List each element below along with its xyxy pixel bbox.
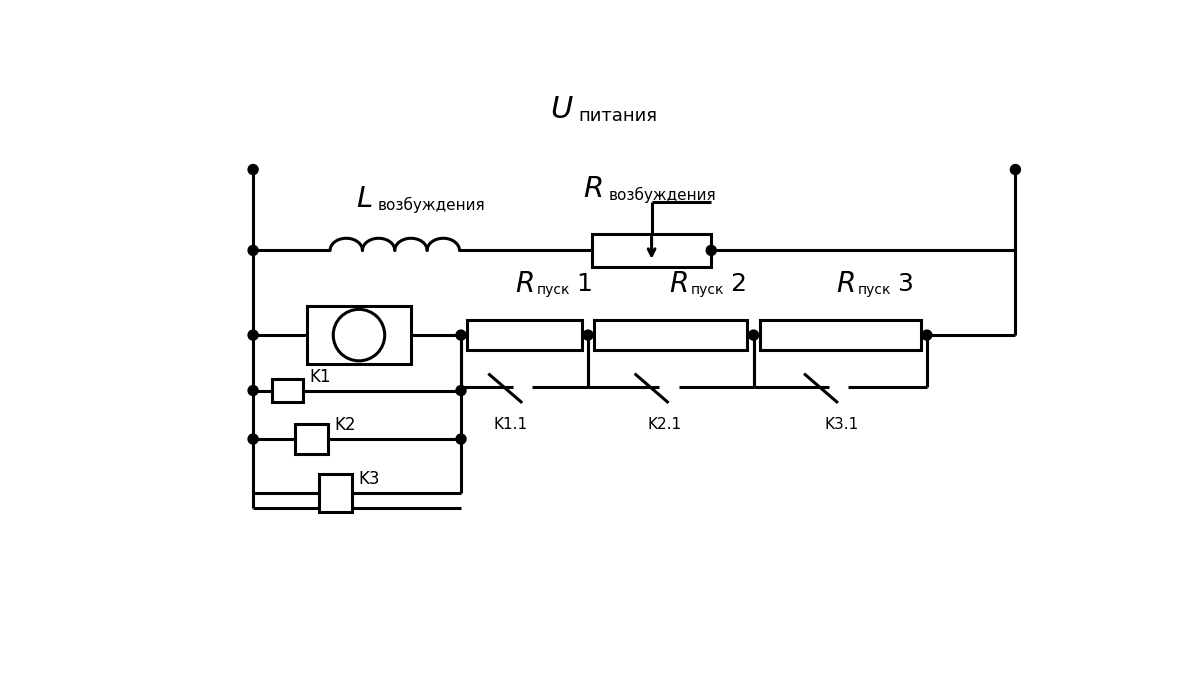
Circle shape <box>248 434 258 444</box>
FancyBboxPatch shape <box>307 306 410 365</box>
Text: L: L <box>356 185 372 213</box>
Circle shape <box>456 434 466 444</box>
FancyBboxPatch shape <box>592 234 712 267</box>
Text: возбуждения: возбуждения <box>378 197 486 213</box>
Circle shape <box>922 330 932 340</box>
FancyBboxPatch shape <box>272 379 304 402</box>
FancyBboxPatch shape <box>760 321 920 350</box>
Text: K2: K2 <box>334 416 355 435</box>
Circle shape <box>248 330 258 340</box>
Text: R: R <box>515 269 534 298</box>
Text: пуск: пуск <box>536 284 570 298</box>
Circle shape <box>334 309 385 361</box>
Text: 3: 3 <box>898 271 913 296</box>
Text: 1: 1 <box>576 271 593 296</box>
Text: K3: K3 <box>359 470 380 488</box>
Circle shape <box>583 330 593 340</box>
FancyBboxPatch shape <box>467 321 582 350</box>
Text: питания: питания <box>578 107 658 125</box>
Text: K1: K1 <box>310 368 331 386</box>
Circle shape <box>456 330 466 340</box>
Text: R: R <box>668 269 688 298</box>
Circle shape <box>456 385 466 396</box>
Text: U: U <box>551 95 572 124</box>
Text: 2: 2 <box>731 271 746 296</box>
Circle shape <box>1010 165 1020 175</box>
Text: возбуждения: возбуждения <box>608 187 716 203</box>
Circle shape <box>749 330 758 340</box>
Circle shape <box>248 385 258 396</box>
Text: пуск: пуск <box>858 284 892 298</box>
FancyBboxPatch shape <box>295 424 328 454</box>
Text: K3.1: K3.1 <box>824 416 859 432</box>
Text: пуск: пуск <box>690 284 724 298</box>
FancyBboxPatch shape <box>594 321 748 350</box>
Text: K2.1: K2.1 <box>648 416 682 432</box>
Circle shape <box>707 246 716 255</box>
Text: K1.1: K1.1 <box>493 416 528 432</box>
Circle shape <box>248 165 258 175</box>
Text: R: R <box>583 175 604 202</box>
FancyBboxPatch shape <box>318 474 353 512</box>
Text: R: R <box>836 269 856 298</box>
Circle shape <box>248 246 258 255</box>
